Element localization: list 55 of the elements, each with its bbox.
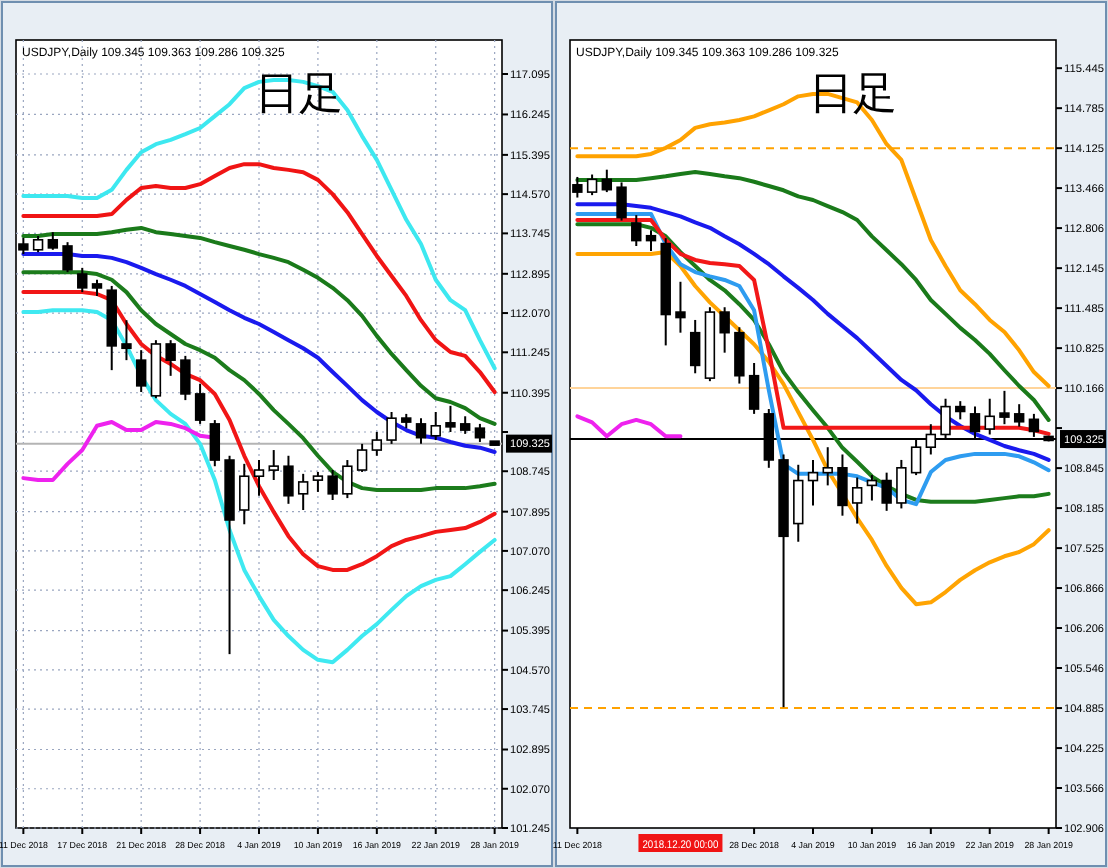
candlestick — [748, 361, 760, 415]
candlestick — [719, 306, 730, 354]
candlestick — [194, 382, 206, 425]
candlestick — [586, 173, 598, 197]
candlestick — [881, 471, 892, 512]
candlestick — [793, 463, 804, 543]
candlestick — [283, 454, 294, 505]
line-series — [21, 77, 497, 371]
candlestick — [386, 411, 397, 445]
line-series — [575, 250, 1051, 607]
candlestick — [689, 318, 701, 375]
candlestick — [999, 389, 1010, 426]
candlestick — [342, 459, 353, 500]
line-series — [21, 225, 497, 426]
line-series — [21, 270, 497, 493]
candlestick — [312, 470, 324, 493]
candlestick — [734, 326, 745, 385]
line-series — [575, 414, 683, 439]
candlestick — [616, 181, 627, 222]
candlestick — [822, 446, 833, 487]
candlestick — [268, 449, 279, 482]
candlestick — [180, 354, 191, 402]
candlestick — [239, 462, 250, 526]
candlestick — [601, 168, 613, 194]
candlestick — [866, 474, 878, 502]
candlestick — [645, 229, 657, 252]
line-series — [21, 290, 497, 572]
candlestick — [631, 214, 642, 248]
candlestick — [415, 417, 427, 445]
candlestick — [356, 442, 368, 473]
candlestick — [837, 453, 848, 517]
line-series — [21, 162, 497, 395]
candlestick — [984, 397, 995, 436]
candlestick — [77, 266, 88, 294]
candlestick — [430, 411, 441, 442]
candlestick — [209, 419, 221, 468]
candlestick — [851, 476, 863, 525]
candlestick — [165, 339, 176, 377]
candlestick — [371, 430, 383, 457]
line-series — [21, 308, 497, 665]
candlestick — [327, 469, 338, 501]
candlestick — [807, 458, 819, 507]
candlestick — [253, 459, 265, 497]
line-series — [21, 252, 497, 454]
candlestick — [1013, 403, 1025, 428]
candlestick — [62, 241, 73, 274]
candlestick — [675, 280, 686, 334]
line-series — [575, 170, 1051, 422]
candlestick — [955, 400, 966, 421]
candlestick — [135, 349, 147, 394]
candlestick — [121, 319, 132, 362]
candlestick — [297, 472, 309, 511]
candlestick — [896, 458, 907, 510]
candlestick — [445, 404, 456, 433]
candlestick — [474, 422, 486, 443]
